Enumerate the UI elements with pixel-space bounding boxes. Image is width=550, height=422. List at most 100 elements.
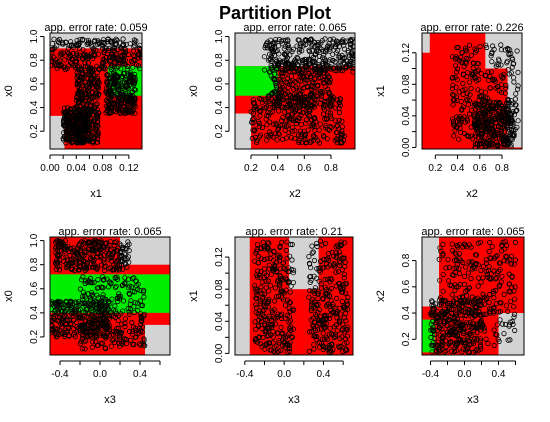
y-axis-label: x0 xyxy=(3,85,15,97)
data-point xyxy=(122,107,128,113)
data-point xyxy=(342,290,349,296)
data-point xyxy=(462,309,468,315)
data-point xyxy=(85,328,91,334)
data-point xyxy=(504,105,510,112)
data-point xyxy=(456,305,462,311)
data-point xyxy=(261,274,267,280)
data-point xyxy=(117,334,123,340)
data-point xyxy=(293,66,299,72)
data-point xyxy=(484,125,490,131)
data-point xyxy=(260,239,266,245)
data-point xyxy=(433,319,440,326)
data-point xyxy=(503,82,509,89)
data-point xyxy=(263,133,269,139)
data-point xyxy=(87,80,93,87)
data-point xyxy=(288,283,294,289)
data-point xyxy=(465,133,472,140)
data-point xyxy=(292,128,298,134)
data-point xyxy=(116,312,122,319)
data-point xyxy=(302,99,308,106)
data-point xyxy=(328,349,334,355)
data-point xyxy=(65,131,71,137)
data-point xyxy=(135,51,141,57)
data-point xyxy=(312,305,318,311)
data-point xyxy=(106,284,112,290)
plot-frame xyxy=(49,236,171,356)
data-point xyxy=(261,291,268,297)
data-point xyxy=(309,87,315,93)
data-point xyxy=(67,126,73,132)
y-tick-label: 0.2 xyxy=(214,124,225,138)
plot-frame xyxy=(49,32,143,150)
data-point xyxy=(334,47,341,54)
data-point xyxy=(111,38,117,44)
data-point xyxy=(276,340,282,346)
panel-5-plot-area xyxy=(235,237,353,355)
data-point xyxy=(254,274,261,280)
data-point xyxy=(445,256,451,263)
data-point xyxy=(262,346,268,352)
data-point xyxy=(306,254,312,260)
data-point xyxy=(457,302,463,308)
data-point xyxy=(310,81,316,87)
data-point xyxy=(443,348,449,354)
data-point xyxy=(116,57,122,64)
data-point xyxy=(98,311,104,317)
data-point xyxy=(507,319,513,325)
data-point xyxy=(280,70,286,76)
data-point xyxy=(458,297,464,303)
data-point xyxy=(275,65,281,72)
data-point xyxy=(334,41,340,47)
data-point xyxy=(441,297,447,304)
data-point xyxy=(481,294,487,300)
data-point xyxy=(86,53,92,60)
data-point xyxy=(106,84,112,90)
data-point xyxy=(349,51,355,57)
point-cloud xyxy=(50,36,142,146)
data-point xyxy=(103,110,109,116)
y-tick-label: 0.8 xyxy=(29,53,40,67)
data-point xyxy=(327,262,333,268)
data-point xyxy=(333,129,339,136)
data-point xyxy=(507,115,513,121)
data-point xyxy=(336,117,342,124)
data-point xyxy=(94,333,100,339)
data-point xyxy=(286,305,292,311)
data-point xyxy=(443,309,449,316)
data-point xyxy=(490,310,496,316)
data-point xyxy=(504,142,511,148)
data-point xyxy=(461,64,467,70)
data-point xyxy=(496,58,502,64)
data-point xyxy=(108,343,114,349)
data-point xyxy=(471,112,477,118)
data-point xyxy=(322,67,328,74)
data-point xyxy=(482,89,489,95)
data-point xyxy=(473,75,479,81)
data-point xyxy=(114,276,121,282)
data-point xyxy=(123,340,130,347)
data-point xyxy=(116,336,122,342)
data-point xyxy=(131,304,137,310)
data-point xyxy=(71,123,77,130)
data-point xyxy=(472,131,479,137)
data-point xyxy=(71,326,77,332)
data-point xyxy=(128,284,135,290)
data-point xyxy=(286,130,292,136)
data-point xyxy=(261,54,267,60)
data-point xyxy=(328,341,334,348)
data-point xyxy=(334,311,340,317)
data-point xyxy=(94,309,100,315)
data-point xyxy=(506,271,512,277)
data-point xyxy=(429,312,435,318)
data-point xyxy=(76,311,82,317)
data-point xyxy=(72,120,78,126)
data-point xyxy=(278,347,284,353)
data-point xyxy=(439,338,445,344)
data-point xyxy=(512,257,519,263)
data-point xyxy=(322,314,328,320)
panel-title: app. error rate: 0.065 xyxy=(243,22,346,34)
y-tick-label: 0.8 xyxy=(214,53,225,67)
data-point xyxy=(284,255,290,261)
data-point xyxy=(499,110,505,116)
